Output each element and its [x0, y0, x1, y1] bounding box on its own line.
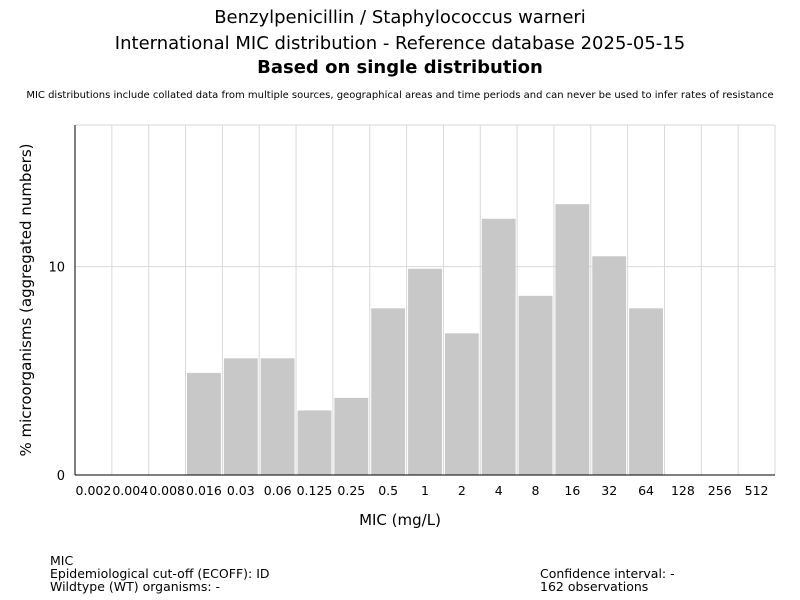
bar-16: [555, 204, 590, 475]
bar-8: [518, 295, 553, 475]
axes: [74, 125, 775, 476]
bar-0.03: [223, 358, 258, 475]
x-tick-label: 64: [638, 483, 654, 498]
y-tick-labels: 0 10: [48, 261, 65, 484]
bar-2: [444, 333, 479, 475]
bar-0.016: [187, 372, 221, 475]
footer-observations: 162 observations: [540, 579, 649, 594]
bars-group: [187, 204, 663, 475]
x-tick-label: 1: [421, 483, 429, 498]
footer-left: MIC Epidemiological cut-off (ECOFF): ID …: [50, 554, 270, 593]
x-tick-label: 0.016: [186, 483, 222, 498]
chart-title-line-1: Benzylpenicillin / Staphylococcus warner…: [214, 7, 586, 28]
x-tick-labels: 0.002 0.004 0.008 0.016 0.03 0.06 0.125 0.25 0.5…: [76, 483, 769, 498]
bar-4: [481, 218, 516, 475]
x-tick-label: 16: [564, 483, 580, 498]
footer-wt: Wildtype (WT) organisms: -: [50, 579, 221, 594]
x-tick-label: 512: [745, 483, 769, 498]
disclaimer-note: MIC distributions include collated data …: [26, 90, 774, 101]
bar-32: [592, 256, 627, 475]
x-tick-label: 32: [601, 483, 617, 498]
x-tick-label: 0.002: [76, 483, 112, 498]
chart-title-line-3: Based on single distribution: [257, 57, 543, 78]
chart-title-line-2: International MIC distribution - Referen…: [114, 33, 686, 54]
footer-ecoff: Epidemiological cut-off (ECOFF): ID: [50, 566, 270, 581]
bar-0.5: [371, 308, 406, 475]
bar-64: [629, 308, 663, 475]
x-tick-label: 256: [708, 483, 732, 498]
footer-mic: MIC: [50, 553, 74, 568]
bar-0.25: [334, 397, 369, 475]
x-tick-label: 0.25: [337, 483, 365, 498]
x-tick-label: 4: [495, 483, 503, 498]
y-tick-label: 0: [57, 469, 65, 484]
x-tick-label: 0.03: [227, 483, 255, 498]
x-tick-label: 2: [458, 483, 466, 498]
x-tick-label: 0.06: [264, 483, 292, 498]
x-tick-label: 0.125: [297, 483, 333, 498]
footer-ci: Confidence interval: -: [540, 566, 675, 581]
x-tick-label: 8: [532, 483, 540, 498]
x-tick-label: 0.004: [112, 483, 148, 498]
bar-1: [408, 268, 442, 475]
bar-0.125: [297, 410, 332, 475]
bar-0.06: [260, 358, 295, 475]
x-tick-label: 0.008: [149, 483, 185, 498]
footer-right: Confidence interval: - 162 observations: [540, 567, 675, 593]
x-axis-label: MIC (mg/L): [359, 511, 441, 529]
y-axis-label: % microorganisms (aggregated numbers): [17, 143, 35, 456]
y-tick-label: 10: [48, 261, 65, 276]
x-tick-label: 0.5: [378, 483, 398, 498]
x-tick-label: 128: [671, 483, 695, 498]
